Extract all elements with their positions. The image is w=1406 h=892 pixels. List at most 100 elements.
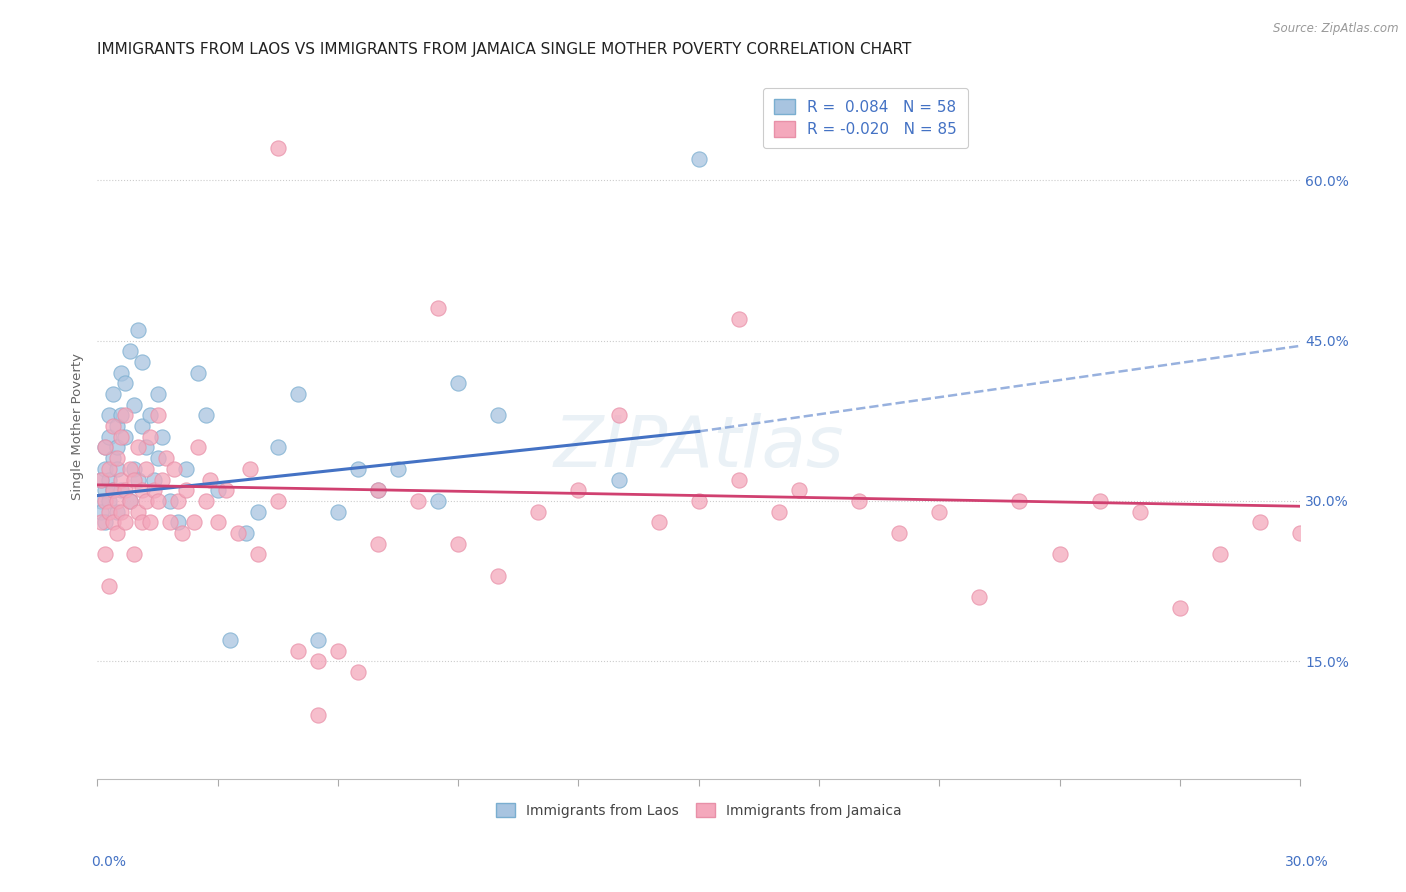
Point [110,473,132,487]
Point [218,632,240,647]
Point [98,494,121,508]
Point [727,473,749,487]
Point [114,516,136,530]
Point [103,419,125,434]
Point [118,494,141,508]
Point [215,483,238,498]
Point [688,152,710,166]
Point [246,505,269,519]
Point [347,665,370,679]
Point [183,516,205,530]
Point [159,516,181,530]
Point [162,462,184,476]
Point [90,473,112,487]
Point [114,483,136,498]
Point [1168,600,1191,615]
Point [90,505,112,519]
Point [127,505,149,519]
Point [131,483,153,498]
Point [98,430,121,444]
Point [226,526,249,541]
Point [138,409,160,423]
Point [688,494,710,508]
Point [326,505,349,519]
Text: Source: ZipAtlas.com: Source: ZipAtlas.com [1274,22,1399,36]
Point [110,483,132,498]
Point [166,494,188,508]
Point [103,483,125,498]
Point [427,301,450,316]
Point [607,409,630,423]
Point [118,344,141,359]
Point [387,462,409,476]
Point [1129,505,1152,519]
Point [127,473,149,487]
Point [94,483,117,498]
Point [114,409,136,423]
Point [103,516,125,530]
Point [194,494,217,508]
Point [187,441,209,455]
Point [110,505,132,519]
Point [94,516,117,530]
Point [107,419,129,434]
Point [135,462,157,476]
Point [447,537,470,551]
Point [138,430,160,444]
Point [146,494,169,508]
Point [90,516,112,530]
Point [207,516,229,530]
Point [142,473,165,487]
Point [131,516,153,530]
Text: ZIPAtlas: ZIPAtlas [554,413,844,482]
Point [848,494,870,508]
Point [146,409,169,423]
Point [1008,494,1031,508]
Point [146,387,169,401]
Point [135,494,157,508]
Point [118,462,141,476]
Point [150,473,173,487]
Point [174,462,197,476]
Point [107,526,129,541]
Point [326,643,349,657]
Point [287,643,309,657]
Point [174,483,197,498]
Point [94,441,117,455]
Point [138,516,160,530]
Point [198,473,221,487]
Point [110,430,132,444]
Point [427,494,450,508]
Point [103,387,125,401]
Point [347,462,370,476]
Point [1088,494,1111,508]
Legend: Immigrants from Laos, Immigrants from Jamaica: Immigrants from Laos, Immigrants from Ja… [489,797,908,825]
Point [787,483,810,498]
Point [94,462,117,476]
Point [122,462,145,476]
Point [307,654,329,668]
Point [110,409,132,423]
Point [131,355,153,369]
Point [155,451,177,466]
Point [122,473,145,487]
Point [114,376,136,391]
Point [367,483,389,498]
Point [98,409,121,423]
Point [1049,547,1071,561]
Point [142,483,165,498]
Point [166,516,188,530]
Point [98,579,121,593]
Point [235,526,257,541]
Point [486,568,509,582]
Point [146,451,169,466]
Point [135,441,157,455]
Y-axis label: Single Mother Poverty: Single Mother Poverty [72,352,84,500]
Point [486,409,509,423]
Text: 30.0%: 30.0% [1285,855,1329,869]
Point [170,526,193,541]
Point [889,526,911,541]
Point [768,505,790,519]
Point [94,547,117,561]
Point [267,141,290,155]
